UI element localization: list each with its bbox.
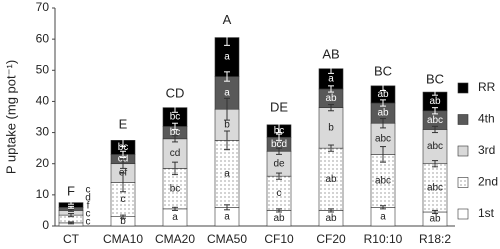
segment-letter: a: [224, 211, 230, 222]
legend-swatch: [457, 82, 469, 94]
y-tick-label: 40: [36, 94, 50, 108]
y-tick-label: 70: [36, 0, 50, 14]
bar-segment: [214, 76, 240, 110]
segment-letter: f: [87, 201, 90, 212]
y-tick-label: 20: [36, 156, 50, 170]
legend-swatch: [457, 114, 469, 125]
segment-letter: abc: [427, 182, 443, 193]
bar-segment: [266, 175, 292, 211]
legend-label: 4th: [478, 112, 495, 126]
total-letter: E: [119, 117, 128, 132]
segment-letter: ab: [325, 213, 337, 224]
x-tick-label: CMA10: [103, 232, 143, 246]
bar-segment: [422, 163, 448, 213]
x-tick-label: CT: [63, 232, 80, 246]
y-tick-label: 50: [36, 62, 50, 76]
y-axis-label: P uptake (mg pot⁻¹): [3, 60, 18, 174]
segment-letter: abc: [427, 141, 443, 152]
segment-letter: abc: [375, 175, 391, 186]
total-letter: CD: [166, 85, 185, 100]
segment-letter: bc: [118, 142, 129, 153]
total-letter: DE: [270, 99, 288, 114]
legend-swatch: [457, 145, 469, 157]
segment-letter: ab: [377, 108, 389, 119]
segment-letter: a: [224, 52, 230, 63]
segment-letter: cd: [170, 148, 181, 159]
x-tick-label: CF10: [264, 232, 294, 246]
x-tick-label: CMA50: [207, 232, 247, 246]
segment-letter: bc: [170, 183, 181, 194]
legend-swatch: [457, 177, 469, 188]
segment-letter: abc: [375, 133, 391, 144]
x-tick-label: R18:2: [419, 232, 451, 246]
total-letter: F: [67, 184, 75, 199]
segment-letter: ab: [325, 93, 337, 104]
x-tick-label: CF20: [316, 232, 346, 246]
bar-segment: [422, 129, 448, 165]
segment-letter: ab: [273, 213, 285, 224]
segment-letter: c: [86, 217, 91, 228]
bar-segment: [162, 168, 188, 210]
y-tick-label: 0: [42, 218, 49, 232]
segment-letter: c: [277, 188, 282, 199]
y-tick-label: 10: [36, 187, 50, 201]
legend-label: RR: [478, 80, 496, 94]
segment-letter: ab: [429, 96, 441, 107]
segment-letter: bc: [170, 112, 181, 123]
legend-label: 3rd: [478, 143, 495, 157]
total-letter: AB: [322, 46, 339, 61]
segment-letter: ab: [429, 214, 441, 225]
segment-letter: b: [120, 216, 126, 227]
x-tick-label: CMA20: [155, 232, 195, 246]
segment-letter: ab: [377, 89, 389, 100]
total-letter: A: [223, 12, 232, 27]
segment-letter: c: [121, 194, 126, 205]
segment-letter: c: [86, 209, 91, 220]
segment-letter: b: [224, 119, 230, 130]
total-letter: BC: [374, 64, 392, 79]
total-letter: BC: [426, 71, 444, 86]
segment-letter: b: [328, 123, 334, 134]
segment-letter: a: [328, 73, 334, 84]
segment-letter: a: [380, 211, 386, 222]
segment-letter: a: [224, 168, 230, 179]
segment-letter: d: [85, 193, 91, 204]
legend-swatch: [457, 208, 469, 220]
segment-letter: c: [86, 185, 91, 196]
x-tick-label: R10:10: [364, 232, 403, 246]
segment-letter: abc: [427, 115, 443, 126]
legend-label: 2nd: [478, 175, 498, 189]
segment-letter: a: [224, 88, 230, 99]
y-tick-label: 60: [36, 31, 50, 45]
y-tick-label: 30: [36, 125, 50, 139]
bar-segment: [370, 154, 396, 208]
bar-segment: [318, 147, 344, 211]
segment-letter: bcd: [271, 139, 287, 150]
legend-label: 1st: [478, 206, 495, 220]
segment-letter: bc: [170, 127, 181, 138]
segment-letter: ab: [325, 174, 337, 185]
segment-letter: a: [172, 212, 178, 223]
segment-letter: de: [273, 158, 285, 169]
bar-segment: [266, 150, 292, 177]
